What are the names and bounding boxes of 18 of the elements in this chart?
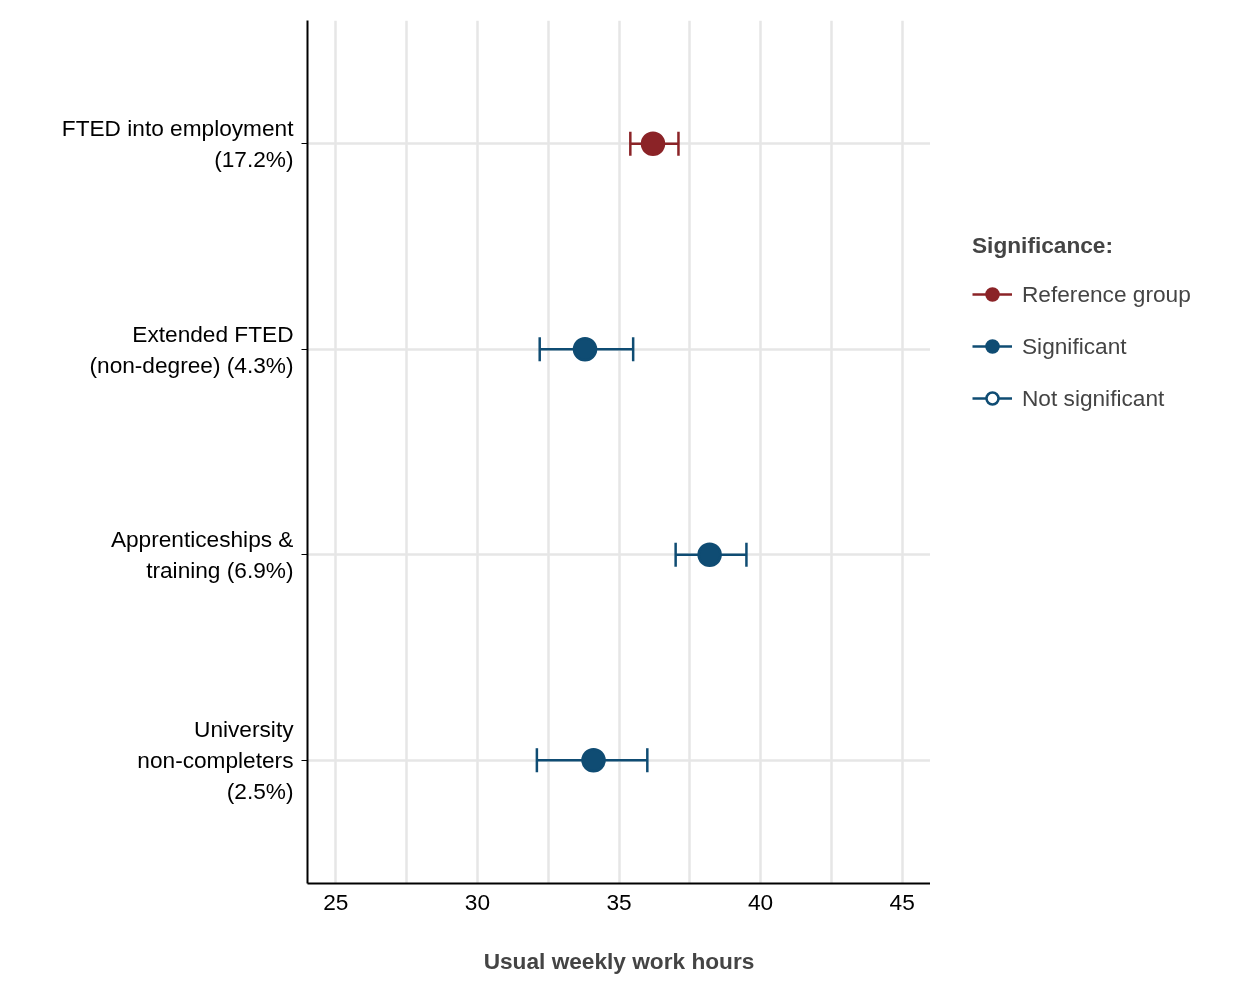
point	[581, 747, 606, 773]
x-tick-label: 30	[464, 888, 491, 915]
point	[572, 337, 598, 362]
point	[697, 542, 722, 567]
y-tick-label: Extended FTED (non-degree) (4.3%)	[89, 320, 294, 378]
legend-title: Significance:	[972, 232, 1114, 259]
y-tick-label: Apprenticeships & training (6.9%)	[110, 526, 294, 584]
x-tick-label: 25	[323, 888, 349, 915]
x-tick-label: 45	[889, 888, 915, 915]
point	[640, 131, 666, 157]
legend-label: Significant	[1022, 332, 1127, 360]
legend-label: Reference group	[1022, 280, 1191, 308]
x-tick-label: 40	[747, 888, 774, 915]
legend-label: Not significant	[1022, 384, 1165, 412]
y-tick-label: University non-completers (2.5%)	[137, 716, 295, 805]
x-tick-label: 35	[606, 888, 632, 915]
x-axis-title: Usual weekly work hours	[483, 947, 755, 974]
y-tick-label: FTED into employment (17.2%)	[61, 115, 295, 173]
